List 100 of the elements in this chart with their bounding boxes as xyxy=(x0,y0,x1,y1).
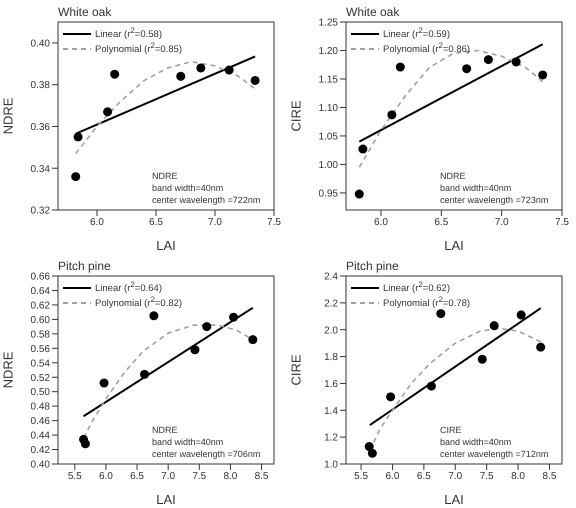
annotation: center wavelength =722nm xyxy=(152,195,260,205)
annotation: band width=40nm xyxy=(152,437,224,447)
point xyxy=(140,370,150,379)
x-tick-label: 7.0 xyxy=(161,471,176,482)
y-tick-label: 0.46 xyxy=(30,416,50,428)
point xyxy=(436,309,446,318)
y-tick-label: 0.40 xyxy=(30,38,50,50)
legend-label: Linear (r$^{2}$=0.62) xyxy=(383,280,450,295)
legend-label: Linear (r$^{2}$=0.64) xyxy=(95,280,162,295)
y-tick-label: 1.6 xyxy=(324,378,338,390)
point xyxy=(250,76,260,85)
chart-title: Pitch pine xyxy=(346,259,400,273)
y-tick-label: 1.4 xyxy=(324,406,338,417)
y-tick-label: 1.10 xyxy=(318,103,338,114)
y-axis-title: CIRE xyxy=(288,100,304,132)
point xyxy=(364,442,374,452)
y-tick-label: 1.25 xyxy=(318,18,338,29)
legend-label: Polynomial (r$^{2}$=0.85) xyxy=(95,41,182,56)
y-tick-label: 0.95 xyxy=(318,188,338,200)
y-tick-label: 0.44 xyxy=(30,430,50,442)
annotation: center wavelength =723nm xyxy=(440,195,548,205)
point xyxy=(426,382,436,391)
x-tick-label: 6.0 xyxy=(98,471,114,482)
point xyxy=(512,57,521,66)
point xyxy=(396,62,405,72)
x-tick-label: 6.5 xyxy=(416,471,432,482)
x-tick-label: 8.0 xyxy=(511,471,526,482)
point xyxy=(196,63,206,72)
point xyxy=(536,342,546,352)
legend-label: Polynomial (r$^{2}$=0.82) xyxy=(95,295,182,310)
point xyxy=(490,321,499,330)
x-axis-title: LAI xyxy=(444,238,464,253)
x-tick-label: 7.5 xyxy=(480,471,494,482)
y-tick-label: 0.50 xyxy=(30,387,50,398)
annotation: NDRE xyxy=(440,171,466,181)
y-tick-label: 0.60 xyxy=(30,314,50,326)
y-tick-label: 0.54 xyxy=(30,358,50,370)
chart-title: Pitch pine xyxy=(58,259,112,273)
point xyxy=(354,190,364,199)
y-tick-label: 0.62 xyxy=(30,300,50,312)
y-tick-label: 1.00 xyxy=(318,160,338,171)
point xyxy=(248,335,258,344)
point xyxy=(176,72,186,81)
point xyxy=(462,64,472,74)
x-axis-title: LAI xyxy=(156,238,176,253)
legend-label: Linear (r$^{2}$=0.59) xyxy=(383,26,450,41)
point xyxy=(103,107,112,116)
x-tick-label: 7.5 xyxy=(555,217,570,228)
point xyxy=(358,144,368,154)
point xyxy=(74,132,83,142)
point xyxy=(100,378,109,388)
x-tick-label: 7.0 xyxy=(208,217,222,228)
y-tick-label: 1.0 xyxy=(324,460,338,471)
line-series xyxy=(74,60,256,154)
y-tick-label: 2.2 xyxy=(324,298,338,310)
y-axis-title: NDRE xyxy=(0,97,16,134)
x-tick-label: 8.0 xyxy=(223,471,238,482)
point xyxy=(202,322,212,332)
legend-label: Polynomial (r$^{2}$=0.78) xyxy=(383,295,470,310)
x-tick-label: 5.5 xyxy=(354,471,368,482)
point xyxy=(110,70,120,79)
y-tick-label: 0.40 xyxy=(30,460,50,471)
x-tick-label: 5.5 xyxy=(68,471,82,482)
point xyxy=(387,110,396,120)
x-tick-label: 6.5 xyxy=(130,471,144,482)
chart-title: White oak xyxy=(58,5,112,19)
x-tick-label: 6.0 xyxy=(90,217,104,228)
point xyxy=(149,311,158,320)
y-tick-label: 1.15 xyxy=(318,74,338,86)
point xyxy=(478,354,487,364)
x-tick-label: 6.5 xyxy=(434,217,449,228)
annotation: NDRE xyxy=(152,171,178,181)
x-tick-label: 7.5 xyxy=(192,471,207,482)
y-tick-label: 0.42 xyxy=(30,445,50,456)
point xyxy=(229,312,238,322)
point xyxy=(386,392,396,402)
x-tick-label: 8.5 xyxy=(542,471,557,482)
annotation: band width=40nm xyxy=(152,183,224,193)
annotation: band width=40nm xyxy=(440,183,512,193)
x-tick-label: 6.5 xyxy=(149,217,164,228)
point xyxy=(516,310,526,320)
x-tick-label: 6.0 xyxy=(386,471,400,482)
x-axis-title: LAI xyxy=(444,492,464,507)
annotation: band width=40nm xyxy=(440,437,512,447)
y-tick-label: 1.2 xyxy=(324,432,338,444)
annotation: center wavelength =712nm xyxy=(440,449,548,459)
x-tick-label: 7.0 xyxy=(494,217,510,228)
point xyxy=(71,172,80,182)
y-tick-label: 0.58 xyxy=(30,329,50,340)
x-tick-label: 6.0 xyxy=(374,217,388,228)
point xyxy=(484,55,493,64)
y-tick-label: 0.32 xyxy=(30,206,50,217)
y-tick-label: 0.36 xyxy=(30,122,50,133)
x-tick-label: 7.0 xyxy=(448,471,463,482)
point xyxy=(80,439,90,448)
legend-label: Polynomial (r$^{2}$=0.86) xyxy=(383,41,470,56)
y-tick-label: 2.0 xyxy=(324,325,338,336)
y-tick-label: 0.64 xyxy=(30,286,50,298)
point xyxy=(538,70,548,80)
y-tick-label: 1.20 xyxy=(318,46,338,58)
